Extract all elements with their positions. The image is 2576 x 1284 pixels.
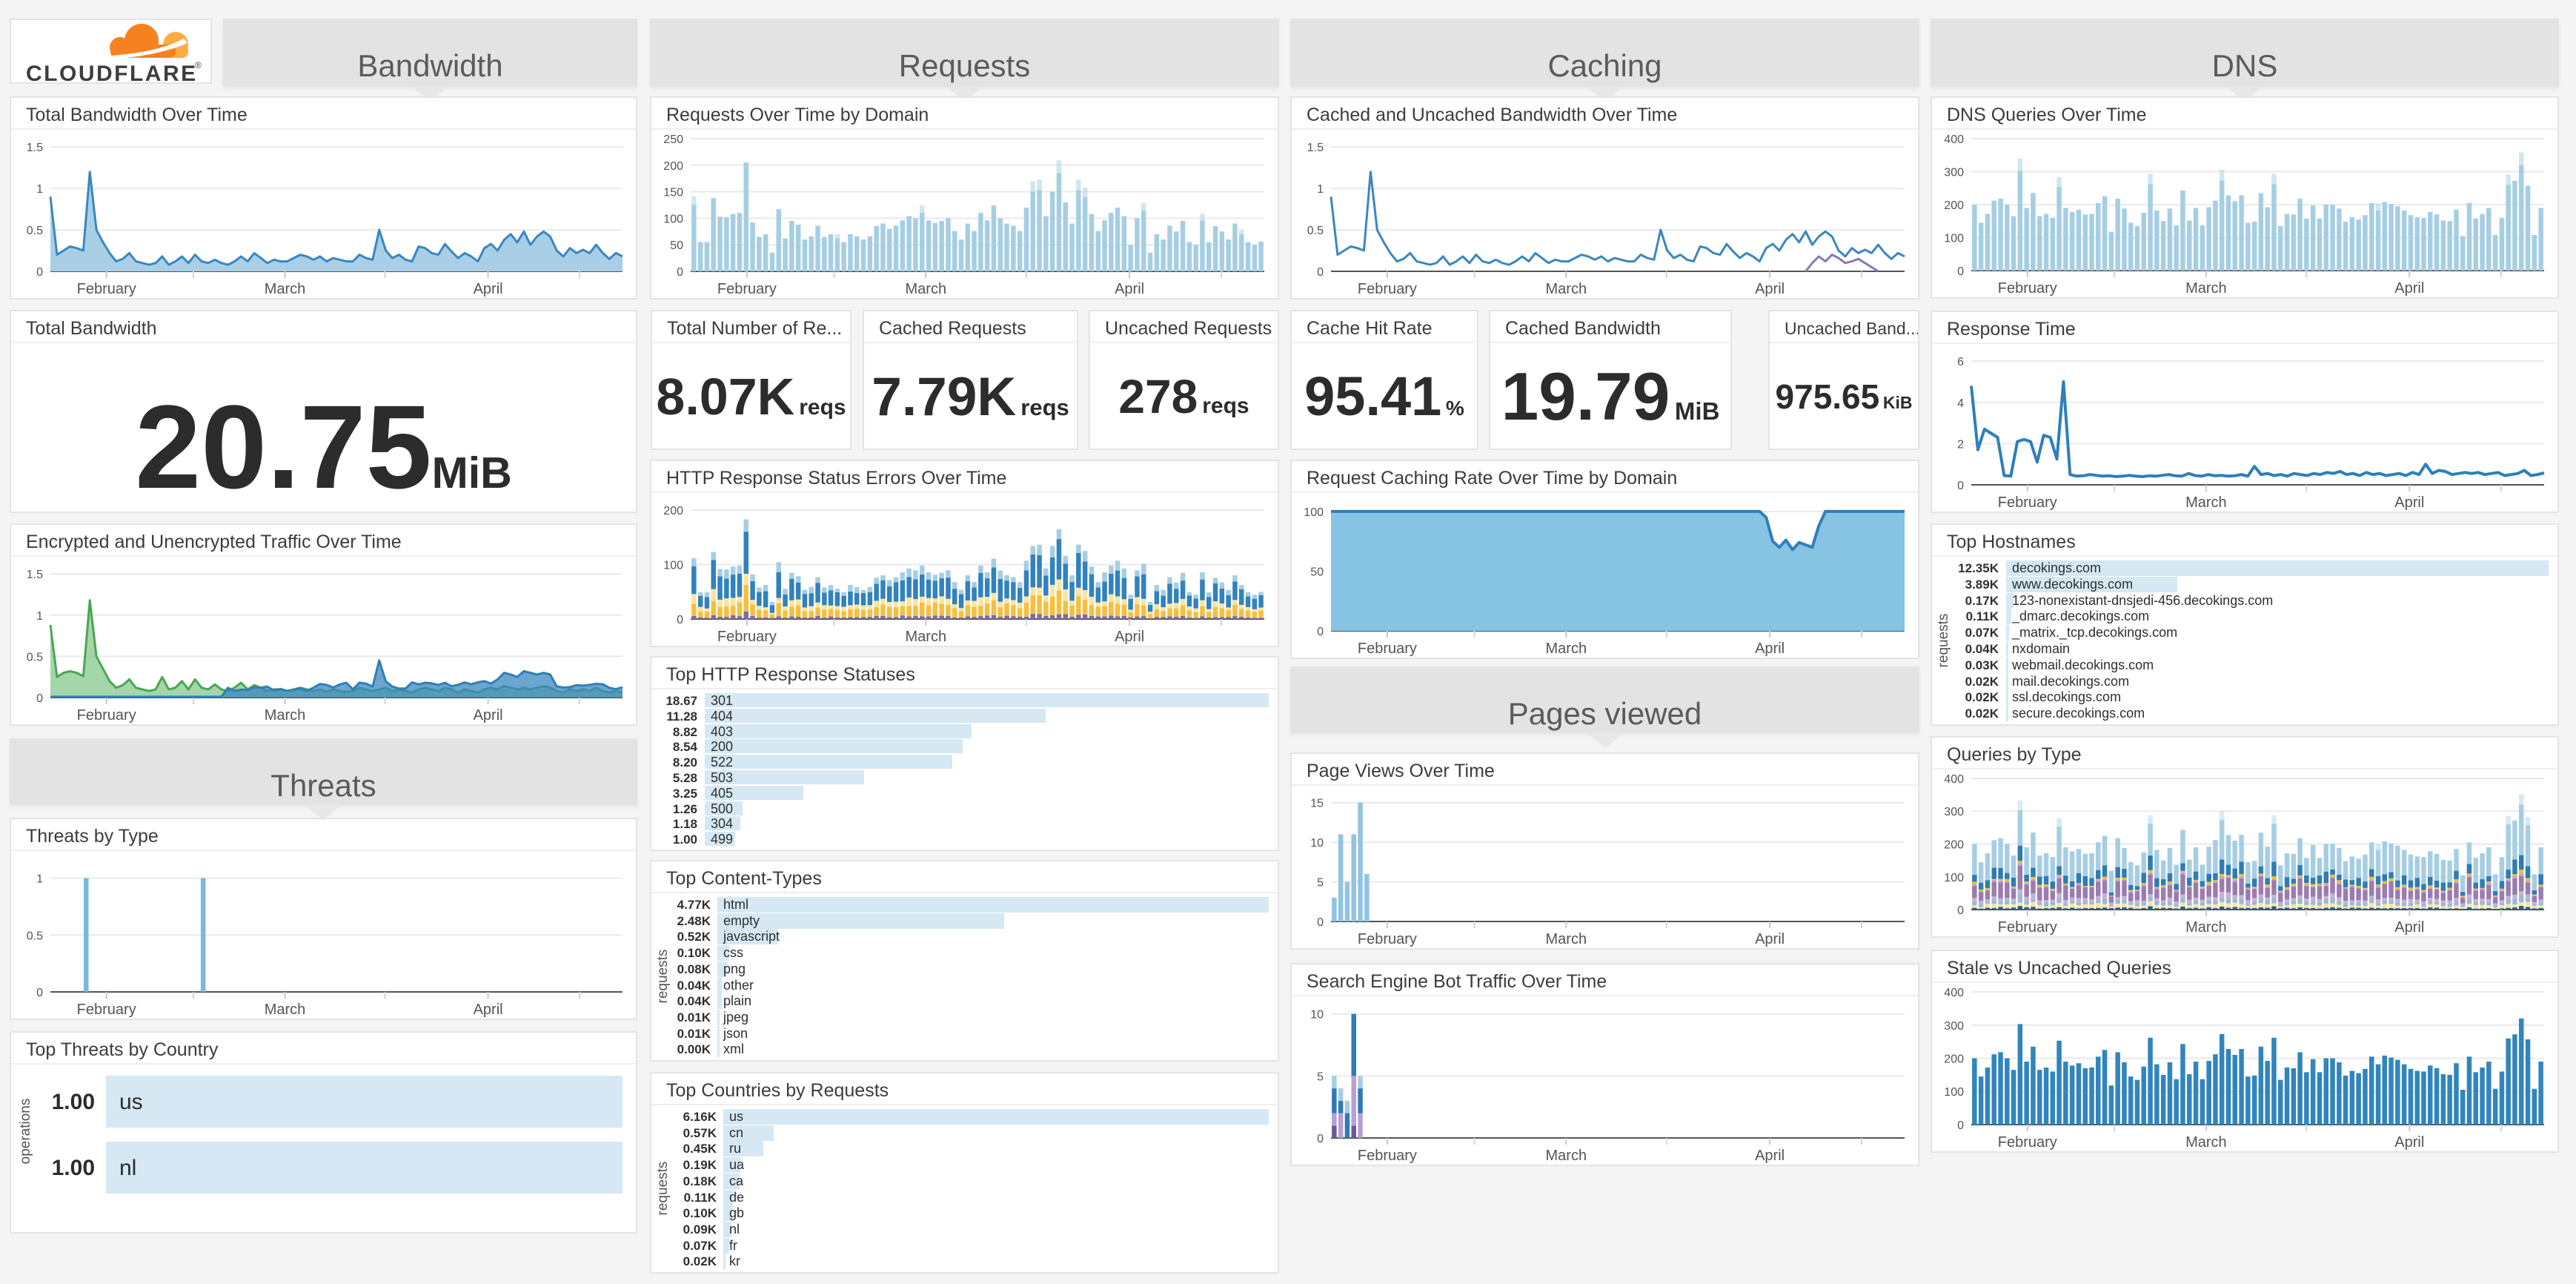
svg-text:0: 0 <box>1317 266 1324 279</box>
svg-text:100: 100 <box>1944 1086 1964 1099</box>
svg-text:February: February <box>77 281 136 297</box>
svg-text:March: March <box>265 707 306 724</box>
svg-text:100: 100 <box>1944 872 1964 884</box>
svg-text:0: 0 <box>1957 904 1964 917</box>
svg-text:March: March <box>1546 931 1587 947</box>
svg-text:February: February <box>1358 641 1417 657</box>
svg-text:February: February <box>1358 931 1417 947</box>
svg-text:200: 200 <box>1944 839 1964 852</box>
svg-text:April: April <box>1755 281 1785 297</box>
svg-text:5: 5 <box>1317 877 1324 890</box>
svg-text:0: 0 <box>1957 480 1964 492</box>
svg-text:0: 0 <box>1957 265 1964 278</box>
svg-text:100: 100 <box>663 560 683 572</box>
svg-text:February: February <box>717 281 777 297</box>
svg-text:50: 50 <box>1310 566 1324 578</box>
svg-text:1: 1 <box>36 183 43 196</box>
svg-text:400: 400 <box>1944 133 1964 146</box>
svg-text:0: 0 <box>36 692 43 705</box>
svg-text:CLOUDFLARE: CLOUDFLARE <box>26 62 198 85</box>
svg-text:1: 1 <box>1317 183 1324 196</box>
svg-text:February: February <box>1998 919 2057 936</box>
svg-text:March: March <box>906 629 947 645</box>
svg-text:200: 200 <box>1944 199 1964 212</box>
svg-text:300: 300 <box>1944 167 1964 179</box>
svg-text:March: March <box>2185 1134 2227 1151</box>
svg-text:March: March <box>265 1002 306 1018</box>
svg-text:200: 200 <box>1944 1053 1964 1066</box>
svg-text:6: 6 <box>1957 356 1964 368</box>
svg-text:April: April <box>2394 1134 2424 1151</box>
svg-text:February: February <box>1998 280 2057 297</box>
svg-text:0: 0 <box>677 614 683 626</box>
svg-text:250: 250 <box>663 133 683 146</box>
svg-text:300: 300 <box>1944 806 1964 818</box>
svg-text:1: 1 <box>36 610 43 623</box>
svg-text:1.5: 1.5 <box>27 569 43 581</box>
svg-text:February: February <box>77 707 136 724</box>
svg-text:0: 0 <box>36 987 43 999</box>
svg-text:0: 0 <box>1317 1133 1324 1145</box>
svg-text:April: April <box>474 281 503 297</box>
svg-text:100: 100 <box>663 213 683 225</box>
svg-text:April: April <box>2394 494 2424 511</box>
svg-text:0.5: 0.5 <box>27 225 43 237</box>
svg-text:100: 100 <box>1944 233 1964 245</box>
svg-text:April: April <box>1755 641 1785 657</box>
svg-text:50: 50 <box>670 239 683 252</box>
svg-text:February: February <box>1358 1148 1417 1164</box>
svg-text:100: 100 <box>1304 506 1324 519</box>
svg-text:0: 0 <box>677 266 683 279</box>
svg-text:1: 1 <box>36 873 43 886</box>
svg-text:150: 150 <box>663 187 683 199</box>
svg-text:0.5: 0.5 <box>27 651 43 663</box>
svg-text:400: 400 <box>1944 987 1964 999</box>
svg-text:April: April <box>2394 919 2424 936</box>
svg-text:10: 10 <box>1310 1009 1324 1022</box>
svg-text:February: February <box>1358 281 1417 297</box>
svg-text:200: 200 <box>663 160 683 173</box>
svg-text:April: April <box>1115 629 1144 645</box>
svg-text:March: March <box>2185 280 2227 297</box>
svg-text:April: April <box>1755 1148 1785 1164</box>
svg-text:March: March <box>1546 281 1587 297</box>
svg-text:0: 0 <box>1317 626 1324 638</box>
svg-text:0.5: 0.5 <box>1307 225 1324 237</box>
svg-text:April: April <box>474 1002 503 1018</box>
svg-text:0: 0 <box>1317 916 1324 929</box>
svg-text:10: 10 <box>1310 837 1324 850</box>
svg-text:0: 0 <box>36 266 43 279</box>
svg-text:15: 15 <box>1310 798 1324 810</box>
svg-text:5: 5 <box>1317 1070 1324 1083</box>
svg-text:®: ® <box>195 60 202 70</box>
svg-text:February: February <box>77 1002 136 1018</box>
svg-text:200: 200 <box>663 505 683 517</box>
svg-text:400: 400 <box>1944 773 1964 786</box>
svg-text:April: April <box>2394 280 2424 297</box>
svg-text:4: 4 <box>1957 397 1964 410</box>
svg-text:March: March <box>1546 1148 1587 1164</box>
svg-text:300: 300 <box>1944 1020 1964 1033</box>
svg-text:February: February <box>717 629 777 645</box>
svg-text:2: 2 <box>1957 438 1964 451</box>
svg-text:April: April <box>1115 281 1144 297</box>
svg-text:February: February <box>1998 494 2057 511</box>
svg-text:1.5: 1.5 <box>1307 142 1324 154</box>
svg-text:March: March <box>265 281 306 297</box>
svg-text:March: March <box>2185 919 2227 936</box>
svg-text:March: March <box>906 281 947 297</box>
svg-text:April: April <box>474 707 503 724</box>
svg-text:April: April <box>1755 931 1785 947</box>
svg-text:March: March <box>1546 641 1587 657</box>
svg-text:February: February <box>1998 1134 2057 1151</box>
svg-text:0: 0 <box>1957 1119 1964 1132</box>
svg-text:0.5: 0.5 <box>27 930 43 942</box>
svg-text:March: March <box>2185 494 2227 511</box>
svg-text:1.5: 1.5 <box>27 142 43 154</box>
